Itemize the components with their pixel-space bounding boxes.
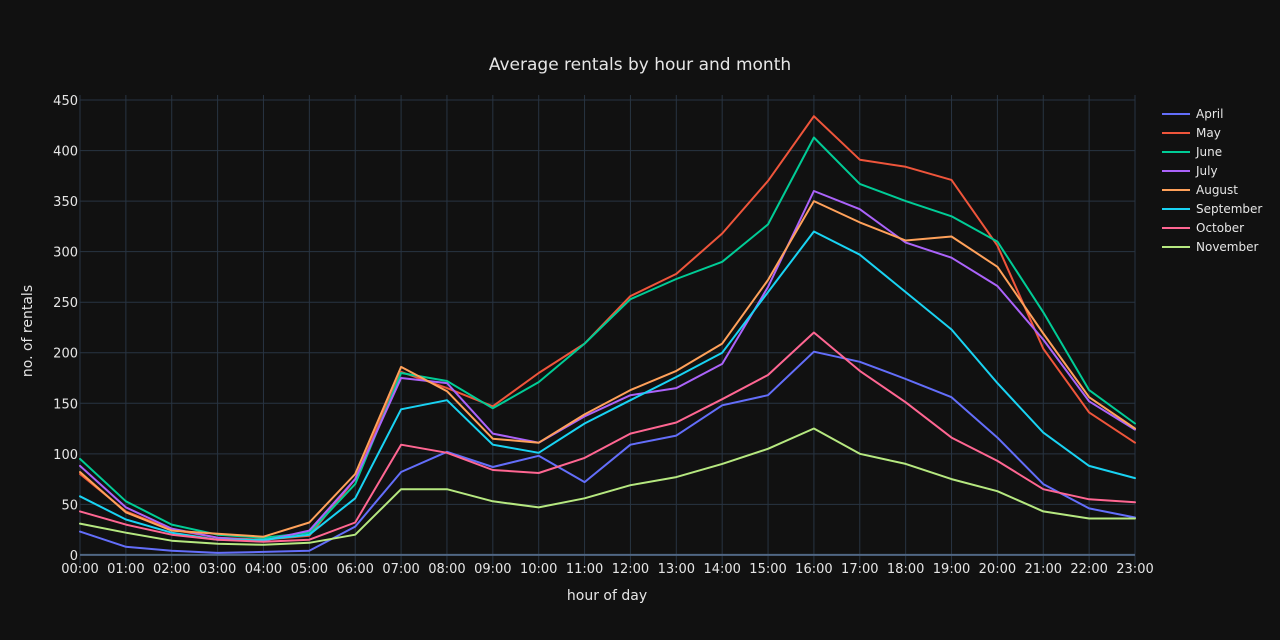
y-tick-label: 350 [53,195,78,210]
legend-label: October [1196,221,1244,235]
legend-item-september[interactable]: September [1162,202,1262,216]
x-tick-label: 18:00 [887,562,924,577]
x-tick-label: 10:00 [520,562,557,577]
x-tick-label: 06:00 [336,562,373,577]
legend-label: May [1196,126,1221,140]
x-tick-label: 09:00 [474,562,511,577]
x-tick-label: 12:00 [612,562,649,577]
legend-item-may[interactable]: May [1162,126,1221,140]
x-axis-ticks: 00:00 01:00 02:00 03:00 04:00 05:00 06:00 07:00… [61,562,1153,577]
x-tick-label: 21:00 [1025,562,1062,577]
y-tick-label: 150 [53,397,78,412]
legend-label: April [1196,107,1223,121]
x-tick-label: 00:00 [61,562,98,577]
x-tick-label: 08:00 [428,562,465,577]
x-tick-label: 22:00 [1070,562,1107,577]
y-tick-label: 250 [53,296,78,311]
y-tick-label: 400 [53,145,78,160]
y-tick-label: 450 [53,94,78,109]
legend-item-october[interactable]: October [1162,221,1244,235]
y-axis-ticks: 0 50 100 150 200 250 300 350 400 450 [53,94,78,564]
y-tick-label: 100 [53,448,78,463]
y-tick-label: 50 [61,498,78,513]
x-tick-label: 04:00 [245,562,282,577]
x-tick-label: 07:00 [382,562,419,577]
y-tick-label: 300 [53,246,78,261]
series-line-september [79,230,1136,541]
legend-item-june[interactable]: June [1162,145,1222,159]
legend[interactable]: April May June July August September October No… [1162,107,1262,254]
x-tick-label: 11:00 [566,562,603,577]
y-tick-label: 0 [70,549,78,564]
legend-label: November [1196,240,1258,254]
series-lines [79,115,1136,554]
y-axis-title: no. of rentals [20,285,36,377]
x-tick-label: 13:00 [658,562,695,577]
grid-lines [79,95,1136,565]
legend-label: June [1195,145,1222,159]
series-line-october [79,331,1136,543]
legend-label: August [1196,183,1238,197]
legend-item-august[interactable]: August [1162,183,1238,197]
legend-item-july[interactable]: July [1162,164,1218,178]
y-tick-label: 200 [53,347,78,362]
series-line-april [79,350,1136,554]
x-tick-label: 01:00 [107,562,144,577]
chart-title: Average rentals by hour and month [489,55,791,75]
series-line-june [79,136,1136,539]
x-tick-label: 20:00 [979,562,1016,577]
x-tick-label: 03:00 [199,562,236,577]
x-axis-title: hour of day [567,588,647,604]
x-tick-label: 02:00 [153,562,190,577]
x-tick-label: 15:00 [749,562,786,577]
x-tick-label: 19:00 [933,562,970,577]
x-tick-label: 16:00 [795,562,832,577]
legend-label: September [1196,202,1262,216]
legend-item-november[interactable]: November [1162,240,1258,254]
series-line-july [79,190,1136,542]
series-line-may [79,115,1136,541]
legend-item-april[interactable]: April [1162,107,1223,121]
x-tick-label: 17:00 [841,562,878,577]
series-line-august [79,200,1136,538]
x-tick-label: 05:00 [291,562,328,577]
x-tick-label: 14:00 [703,562,740,577]
legend-label: July [1195,164,1218,178]
series-line-november [79,427,1136,546]
x-tick-label: 23:00 [1116,562,1153,577]
